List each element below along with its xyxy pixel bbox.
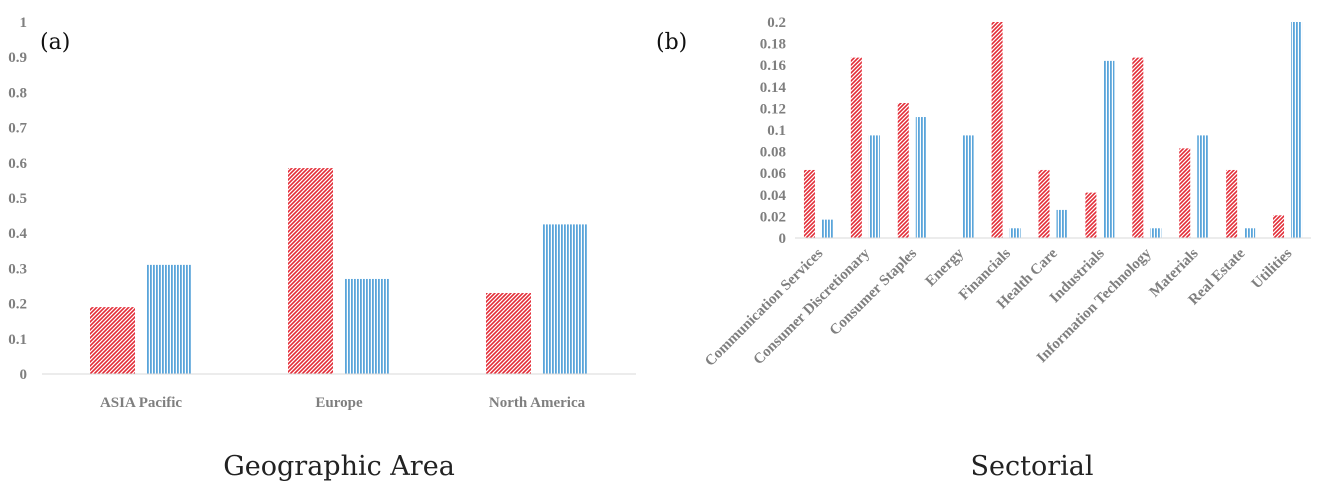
bar-red — [1273, 215, 1285, 238]
x-tick-label: Europe — [315, 395, 363, 411]
bar-blue — [543, 224, 588, 374]
x-tick-label: Energy — [923, 245, 968, 290]
bar-red — [1179, 148, 1191, 238]
y-tick-label: 0.5 — [8, 191, 27, 207]
y-tick-label: 0.8 — [8, 85, 27, 101]
bars-b — [803, 22, 1303, 238]
bar-blue — [1150, 228, 1162, 238]
bar-red — [90, 307, 135, 374]
y-tick-label: 0.4 — [8, 226, 27, 242]
y-tick-label: 0.06 — [760, 166, 787, 182]
y-tick-label: 0.02 — [760, 209, 786, 225]
panel-label-b: (b) — [656, 30, 687, 55]
bar-blue — [821, 219, 833, 238]
x-tick-labels-a: ASIA Pacific Europe North America — [100, 395, 586, 411]
chart-geographic-area: (a) 0 0.1 0.2 0.3 0.4 0.5 0.6 0.7 0.8 0.9 1 ASIA P… — [8, 15, 636, 481]
x-tick-label: Consumer Staples — [827, 245, 920, 338]
bar-blue — [962, 135, 974, 238]
bar-blue — [915, 117, 927, 238]
y-tick-label: 0 — [779, 231, 787, 247]
bar-blue — [1103, 60, 1115, 238]
chart-sectorial: (b) 0 0.02 0.04 0.06 0.08 0.1 0.12 0.14 0.16 0.18… — [656, 15, 1311, 481]
bar-blue — [1197, 135, 1209, 238]
y-tick-label: 0.7 — [8, 121, 27, 137]
bar-red — [486, 293, 531, 374]
bar-red — [991, 22, 1003, 238]
x-tick-label: North America — [489, 395, 586, 411]
caption-sectorial: Sectorial — [971, 451, 1094, 481]
bar-blue — [345, 278, 390, 374]
y-tick-label: 0.2 — [8, 297, 27, 313]
bar-blue — [1244, 228, 1256, 238]
y-tick-label: 0.3 — [8, 261, 27, 277]
x-tick-label: Utilities — [1249, 245, 1296, 292]
y-tick-label: 0.12 — [760, 101, 786, 117]
bar-red — [1226, 169, 1238, 238]
y-tick-label: 0 — [20, 367, 28, 383]
bar-red — [288, 168, 333, 374]
y-tick-label: 0.9 — [8, 50, 27, 66]
y-tick-label: 0.14 — [760, 80, 787, 96]
bar-red — [850, 57, 862, 238]
bar-red — [1038, 169, 1050, 238]
bar-red — [1085, 192, 1097, 238]
bar-blue — [868, 135, 880, 238]
bar-blue — [1009, 228, 1021, 238]
bar-red — [803, 169, 815, 238]
y-tick-label: 0.08 — [760, 145, 786, 161]
y-tick-label: 0.6 — [8, 156, 27, 172]
y-tick-labels-b: 0 0.02 0.04 0.06 0.08 0.1 0.12 0.14 0.16 0.18 0.2 — [760, 15, 787, 247]
panel-label-a: (a) — [40, 30, 70, 55]
bar-red — [897, 103, 909, 238]
y-tick-label: 0.2 — [767, 15, 786, 31]
y-tick-labels-a: 0 0.1 0.2 0.3 0.4 0.5 0.6 0.7 0.8 0.9 1 — [8, 15, 27, 383]
y-tick-label: 0.18 — [760, 37, 786, 53]
bar-blue — [1056, 209, 1068, 238]
y-tick-label: 0.1 — [8, 332, 27, 348]
bar-red — [1132, 57, 1144, 238]
x-tick-label: ASIA Pacific — [100, 395, 182, 411]
bar-blue — [147, 264, 192, 374]
y-tick-label: 0.1 — [767, 123, 786, 139]
y-tick-label: 0.04 — [760, 188, 787, 204]
caption-geographic-area: Geographic Area — [223, 451, 455, 481]
bars-a — [90, 168, 588, 374]
y-tick-label: 1 — [20, 15, 28, 31]
bar-blue — [1291, 22, 1303, 238]
y-tick-label: 0.16 — [760, 58, 787, 74]
